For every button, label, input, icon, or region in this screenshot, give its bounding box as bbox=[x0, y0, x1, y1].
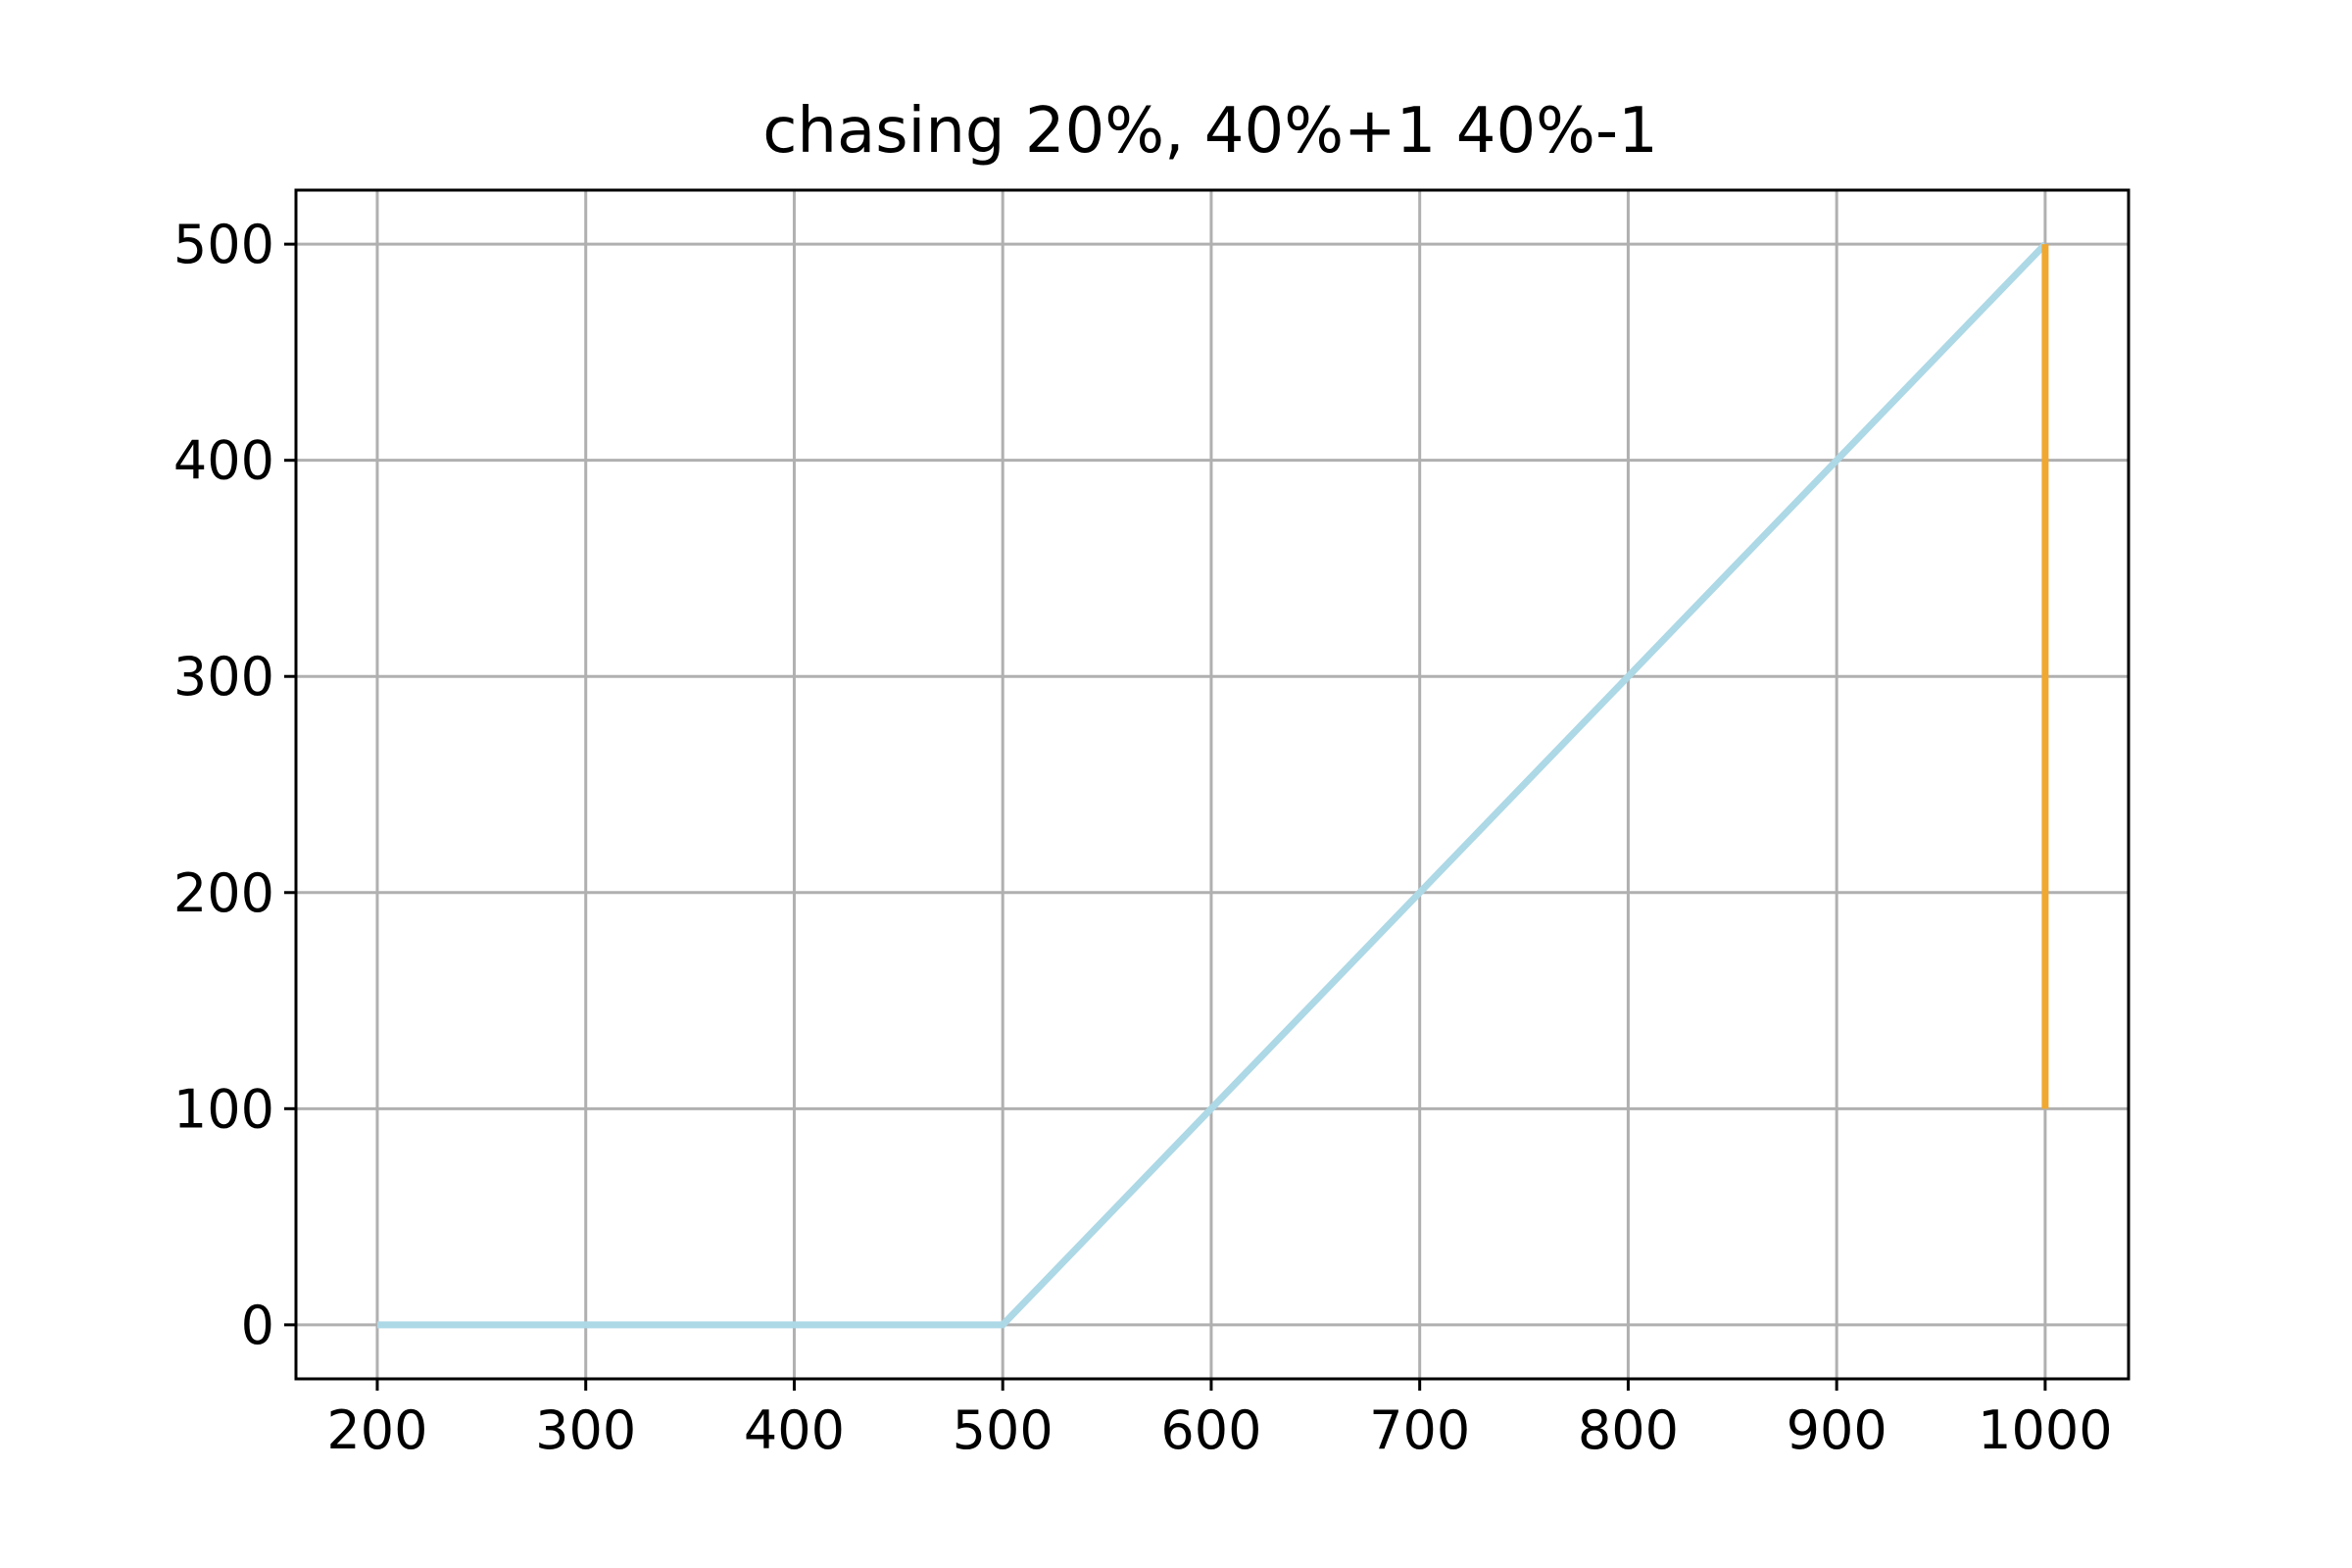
x-tick-label: 900 bbox=[1787, 1399, 1887, 1461]
x-tick-label: 500 bbox=[953, 1399, 1054, 1461]
x-axis: 200 300 400 500 600 700 800 900 1000 bbox=[326, 1379, 2113, 1461]
chart-title: chasing 20%, 40%+1 40%-1 bbox=[762, 95, 1658, 168]
x-tick-label: 1000 bbox=[1978, 1399, 2112, 1461]
x-tick-label: 800 bbox=[1578, 1399, 1679, 1461]
y-tick-label: 200 bbox=[173, 862, 274, 924]
y-tick-label: 300 bbox=[173, 646, 274, 708]
series-line-1 bbox=[376, 241, 2048, 1329]
y-tick-label: 0 bbox=[241, 1295, 274, 1356]
x-tick-label: 400 bbox=[744, 1399, 845, 1461]
y-tick-label: 400 bbox=[173, 430, 274, 492]
x-tick-label: 200 bbox=[326, 1399, 427, 1461]
x-tick-label: 700 bbox=[1369, 1399, 1470, 1461]
x-tick-label: 300 bbox=[535, 1399, 636, 1461]
y-tick-label: 500 bbox=[173, 214, 274, 275]
grid bbox=[296, 190, 2129, 1379]
y-axis: 0 100 200 300 400 500 bbox=[173, 214, 296, 1356]
x-tick-label: 600 bbox=[1160, 1399, 1261, 1461]
y-tick-label: 100 bbox=[173, 1078, 274, 1140]
series-group bbox=[376, 241, 2049, 1329]
